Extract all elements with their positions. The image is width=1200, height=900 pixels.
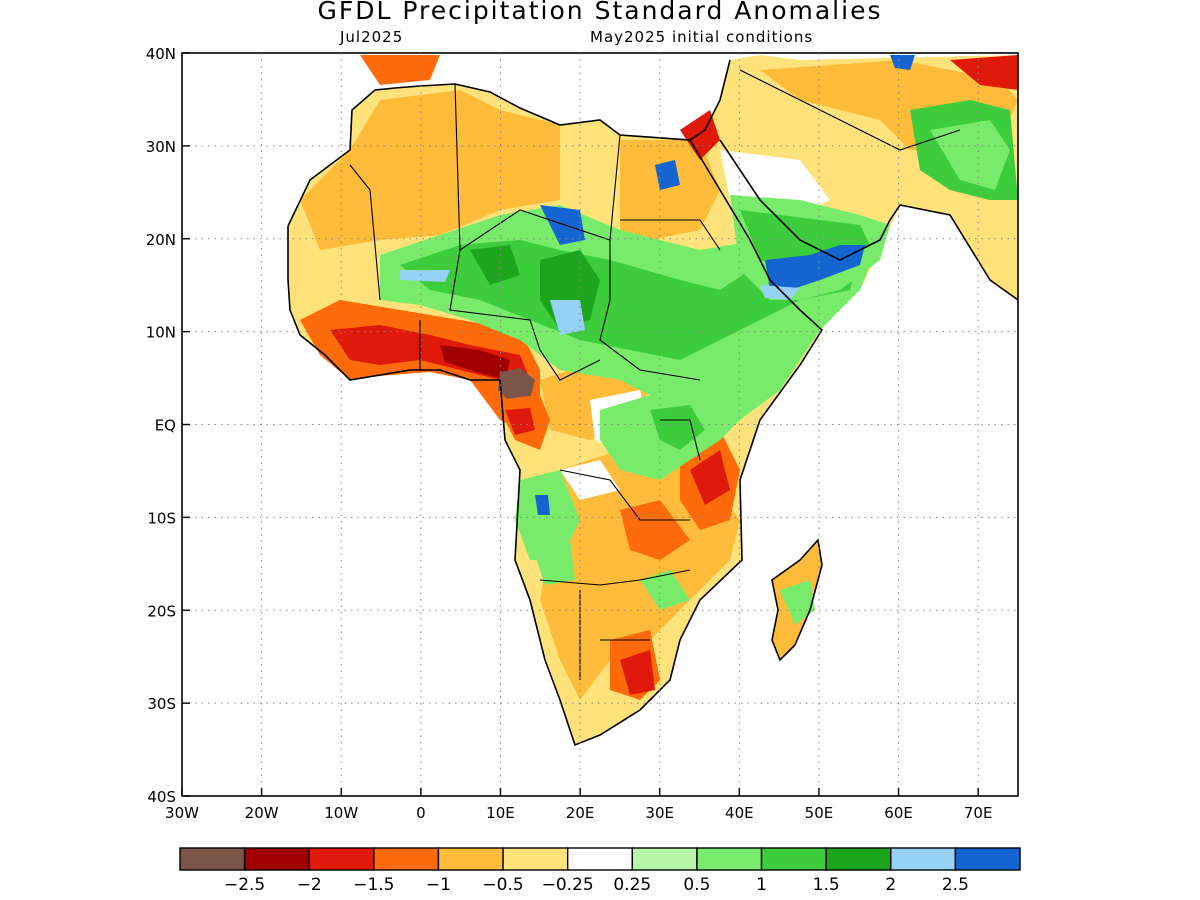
- lon-tick-label: 20W: [245, 804, 279, 822]
- lon-tick-label: 30E: [645, 804, 674, 822]
- latitude-axis: 40N 30N 20N 10N EQ 10S 20S 30S 40S: [146, 45, 190, 806]
- colorbar-swatch: [437, 847, 504, 871]
- lat-tick-label: 10N: [146, 324, 176, 342]
- lon-tick-label: 40E: [725, 804, 754, 822]
- colorbar-label: −0.5: [482, 875, 523, 895]
- colorbar-swatch: [179, 847, 246, 871]
- colorbar-swatch: [631, 847, 698, 871]
- forecast-month-label: Jul2025: [340, 28, 404, 46]
- lon-tick-label: 0: [416, 804, 426, 822]
- colorbar: −2.5 −2 −1.5 −1 −0.5 −0.25 0.25 0.5 1 1.5 2 2.5: [179, 847, 1021, 895]
- colorbar-swatch: [308, 847, 375, 871]
- longitude-axis: 30W 20W 10W 0 10E 20E 30E 40E 50E 60E 70E: [165, 788, 992, 822]
- colorbar-label: 2: [885, 875, 896, 895]
- colorbar-swatch: [243, 847, 310, 871]
- colorbar-label: 0.25: [613, 875, 651, 895]
- colorbar-label: −1.5: [353, 875, 394, 895]
- lon-tick-label: 30W: [165, 804, 199, 822]
- lon-tick-label: 10E: [486, 804, 515, 822]
- colorbar-label: −2: [297, 875, 322, 895]
- lon-tick-label: 50E: [805, 804, 834, 822]
- colorbar-label: 0.5: [683, 875, 710, 895]
- lat-tick-label: 30S: [147, 695, 176, 713]
- strong-negative-anomaly: [498, 368, 535, 402]
- colorbar-label: −2.5: [224, 875, 265, 895]
- lat-tick-label: 30N: [146, 138, 176, 156]
- anomaly-field: [288, 55, 1018, 745]
- grid-lines: [182, 53, 1018, 796]
- colorbar-swatch: [373, 847, 440, 871]
- colorbar-swatch: [825, 847, 892, 871]
- colorbar-label: 1.5: [813, 875, 840, 895]
- lon-tick-label: 70E: [964, 804, 993, 822]
- lon-tick-label: 20E: [566, 804, 595, 822]
- lat-tick-label: 10S: [147, 509, 176, 527]
- colorbar-swatch: [760, 847, 827, 871]
- map-title: GFDL Precipitation Standard Anomalies: [317, 0, 883, 25]
- lat-tick-label: 40N: [146, 45, 176, 63]
- colorbar-swatch: [954, 847, 1021, 871]
- lat-tick-label: 20N: [146, 231, 176, 249]
- colorbar-swatch: [890, 847, 957, 871]
- colorbar-label: −1: [426, 875, 451, 895]
- colorbar-label: 2.5: [942, 875, 969, 895]
- lat-tick-label: 40S: [147, 788, 176, 806]
- lon-tick-label: 60E: [884, 804, 913, 822]
- colorbar-label: −0.25: [542, 875, 594, 895]
- colorbar-swatch: [696, 847, 763, 871]
- lat-tick-label: 20S: [147, 602, 176, 620]
- colorbar-label: 1: [756, 875, 767, 895]
- coastlines: [287, 59, 1018, 747]
- lon-tick-label: 10W: [324, 804, 358, 822]
- colorbar-swatch: [566, 847, 634, 871]
- colorbar-swatch: [502, 847, 569, 871]
- initial-conditions-label: May2025 initial conditions: [590, 28, 814, 46]
- lat-tick-label: EQ: [155, 417, 176, 435]
